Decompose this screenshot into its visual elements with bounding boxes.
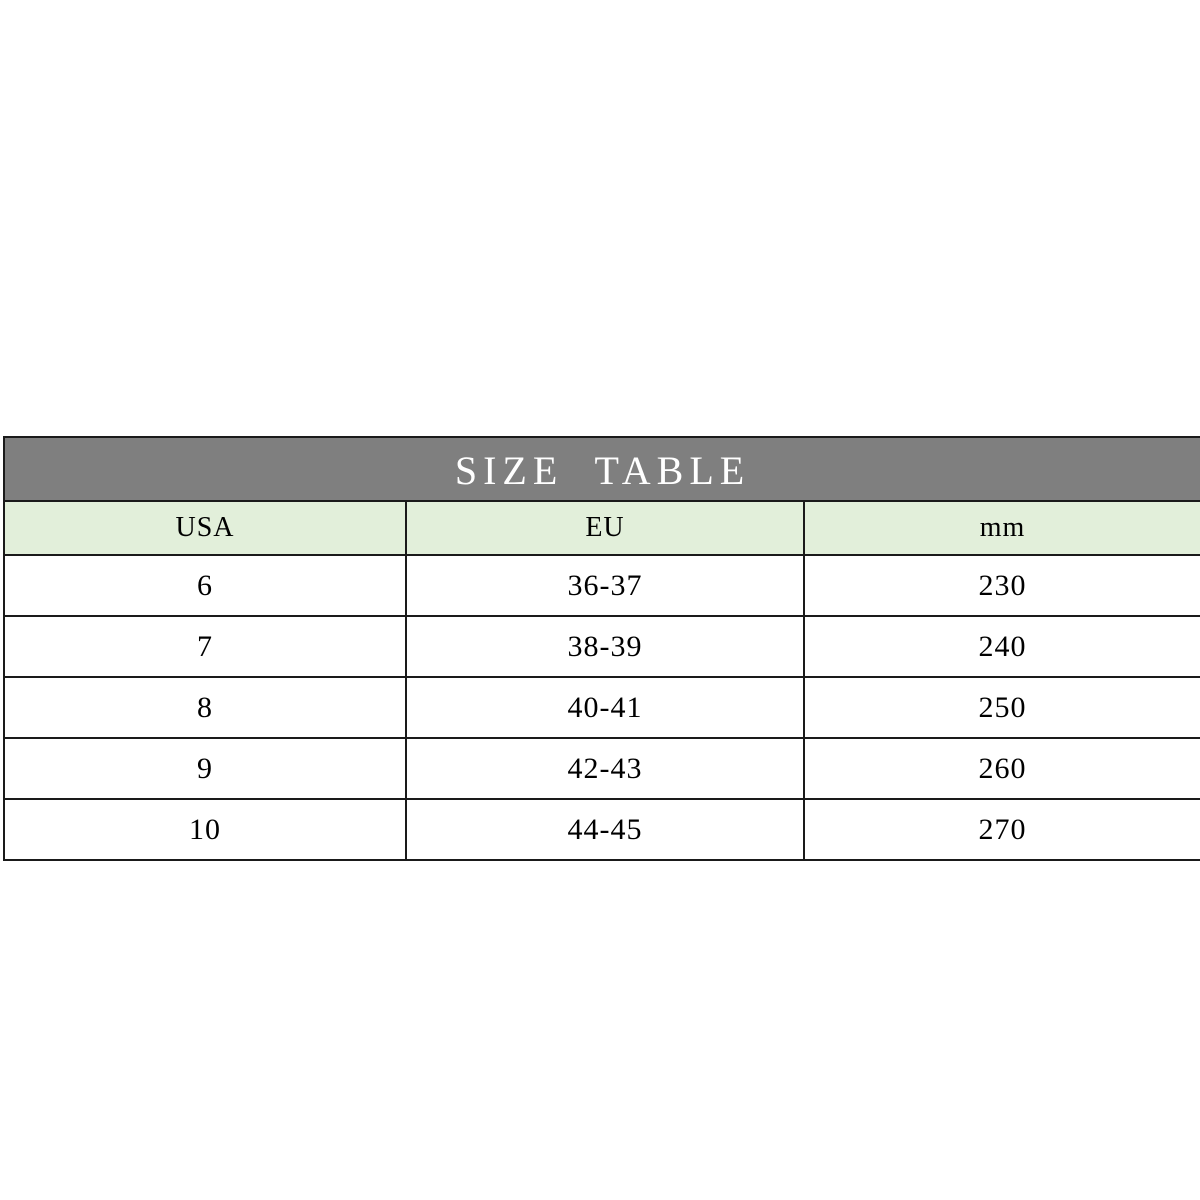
table-cell: 44-45 xyxy=(405,798,805,861)
table-row: 8 40-41 250 xyxy=(3,676,1200,739)
table-cell: 36-37 xyxy=(405,554,805,617)
table-cell: 240 xyxy=(802,615,1200,678)
table-cell: 7 xyxy=(3,615,407,678)
table-cell: 9 xyxy=(3,737,407,800)
table-row: 10 44-45 270 xyxy=(3,798,1200,861)
table-row: 9 42-43 260 xyxy=(3,737,1200,800)
table-cell: 230 xyxy=(802,554,1200,617)
size-table-title-row: SIZE TABLE xyxy=(2,436,1200,502)
size-table-grid: SIZE TABLE USA EU mm 6 36-37 230 7 38-39 240 8 40… xyxy=(2,436,1200,861)
table-row: 7 38-39 240 xyxy=(3,615,1200,678)
table-cell: 42-43 xyxy=(405,737,805,800)
table-cell: 40-41 xyxy=(405,676,805,739)
column-header-usa: USA xyxy=(3,500,407,556)
size-table: SIZE TABLE USA EU mm 6 36-37 230 7 38-39 240 8 40… xyxy=(2,436,1200,861)
table-cell: 8 xyxy=(3,676,407,739)
size-table-body: SIZE TABLE USA EU mm 6 36-37 230 7 38-39 240 8 40… xyxy=(2,436,1200,861)
table-cell: 260 xyxy=(802,737,1200,800)
table-row: 6 36-37 230 xyxy=(3,554,1200,617)
table-cell: 270 xyxy=(802,798,1200,861)
table-cell: 250 xyxy=(802,676,1200,739)
column-header-eu: EU xyxy=(405,500,805,556)
table-cell: 6 xyxy=(3,554,407,617)
table-cell: 38-39 xyxy=(405,615,805,678)
column-header-mm: mm xyxy=(802,500,1200,556)
size-table-header-row: USA EU mm xyxy=(3,500,1200,556)
table-cell: 10 xyxy=(3,798,407,861)
size-table-title: SIZE TABLE xyxy=(2,436,1200,502)
